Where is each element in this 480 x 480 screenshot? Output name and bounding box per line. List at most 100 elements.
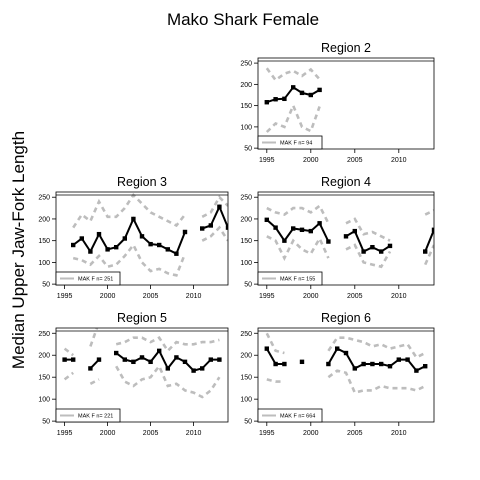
median-point [282, 361, 287, 367]
y-tick-label: 200 [240, 82, 252, 89]
median-point [396, 357, 401, 362]
median-point [291, 85, 296, 90]
median-point [317, 221, 322, 226]
x-tick-label: 2010 [391, 157, 407, 164]
median-point [317, 87, 322, 93]
median-point [379, 361, 384, 367]
median-point [414, 368, 419, 373]
x-tick-label: 2000 [303, 293, 319, 300]
y-tick-label: 100 [240, 260, 252, 267]
median-point [71, 357, 76, 362]
legend-label: MAK F n= 94 [280, 141, 312, 147]
lower-bound-line [266, 235, 434, 269]
y-tick-label: 50 [244, 419, 252, 426]
y-tick-label: 150 [38, 238, 50, 245]
y-tick-label: 250 [240, 331, 252, 338]
median-point [361, 249, 366, 254]
median-point [114, 350, 119, 356]
y-tick-label: 250 [38, 195, 50, 202]
median-point [326, 239, 331, 244]
median-point [273, 361, 278, 367]
legend-label: MAK F n= 664 [280, 414, 315, 420]
median-point [264, 346, 269, 351]
y-tick-label: 250 [240, 61, 252, 68]
panel-data [264, 332, 428, 395]
x-tick-label: 2005 [347, 430, 363, 437]
median-point [291, 226, 296, 231]
legend-label: MAK F n= 155 [280, 277, 315, 283]
x-tick-label: 1995 [259, 293, 275, 300]
lower-bound-line [63, 363, 221, 399]
median-point [431, 227, 434, 233]
median-point [165, 366, 170, 371]
lower-bound-line [265, 102, 321, 133]
median-point [114, 244, 119, 250]
median-point [308, 228, 313, 234]
median-point [165, 247, 170, 252]
upper-bound-line [72, 192, 228, 229]
panel-1: Region 2 50 100 150 200 250 1995 2000 2005 2010 MA… [240, 41, 435, 164]
median-point [352, 366, 357, 371]
y-tick-label: 100 [240, 397, 252, 404]
panels: Region 2 50 100 150 200 250 1995 2000 2005 2010 MA… [38, 41, 435, 437]
legend: MAK F n= 221 [55, 408, 121, 423]
y-tick-label: 250 [38, 331, 50, 338]
panel-title: Region 2 [321, 41, 371, 55]
x-tick-label: 2000 [303, 157, 319, 164]
median-point [96, 231, 102, 237]
median-point [343, 350, 349, 356]
y-tick-label: 50 [42, 419, 50, 426]
median-point [352, 228, 357, 234]
median-point [299, 90, 305, 96]
y-tick-label: 150 [240, 103, 252, 110]
panel-data [62, 328, 222, 399]
x-tick-label: 1995 [259, 157, 275, 164]
y-tick-label: 50 [42, 282, 50, 289]
panel-data [264, 203, 434, 269]
x-tick-label: 2005 [347, 157, 363, 164]
panel-frame [257, 327, 435, 423]
legend: MAK F n= 664 [257, 408, 323, 423]
x-tick-label: 2000 [100, 430, 116, 437]
panel-data [264, 67, 322, 133]
median-point [148, 359, 153, 365]
y-tick-label: 150 [38, 375, 50, 382]
legend-box [257, 135, 323, 150]
median-point [157, 242, 162, 248]
panel-frame [55, 191, 229, 286]
median-point [370, 244, 375, 250]
median-point [326, 361, 331, 367]
median-point [139, 234, 145, 239]
median-point [273, 97, 278, 102]
y-tick-label: 250 [240, 195, 252, 202]
legend-box [55, 271, 121, 286]
median-point [361, 361, 366, 367]
median-point [299, 359, 305, 365]
x-tick-label: 2000 [303, 430, 319, 437]
median-point [139, 355, 145, 360]
median-point [379, 249, 384, 254]
median-point [370, 361, 375, 367]
y-tick-label: 200 [38, 216, 50, 223]
y-tick-label: 50 [244, 282, 252, 289]
legend-box [55, 408, 121, 423]
x-tick-label: 2005 [143, 293, 159, 300]
y-tick-label: 150 [240, 375, 252, 382]
lower-bound-line [72, 225, 228, 277]
median-line [266, 219, 434, 253]
panel-5: Region 6 50 100 150 200 250 1995 2000 2005 2010 MA… [240, 311, 435, 437]
median-point [105, 247, 110, 252]
median-point [88, 366, 93, 371]
median-point [308, 92, 313, 98]
x-tick-label: 2010 [186, 430, 202, 437]
median-point [191, 368, 196, 373]
median-point [335, 346, 340, 351]
y-tick-label: 100 [38, 397, 50, 404]
median-point [174, 355, 179, 360]
median-point [273, 225, 278, 230]
panel-data [71, 192, 228, 277]
panel-title: Region 3 [117, 175, 167, 189]
upper-bound-line [63, 328, 220, 357]
x-tick-label: 2010 [186, 293, 202, 300]
